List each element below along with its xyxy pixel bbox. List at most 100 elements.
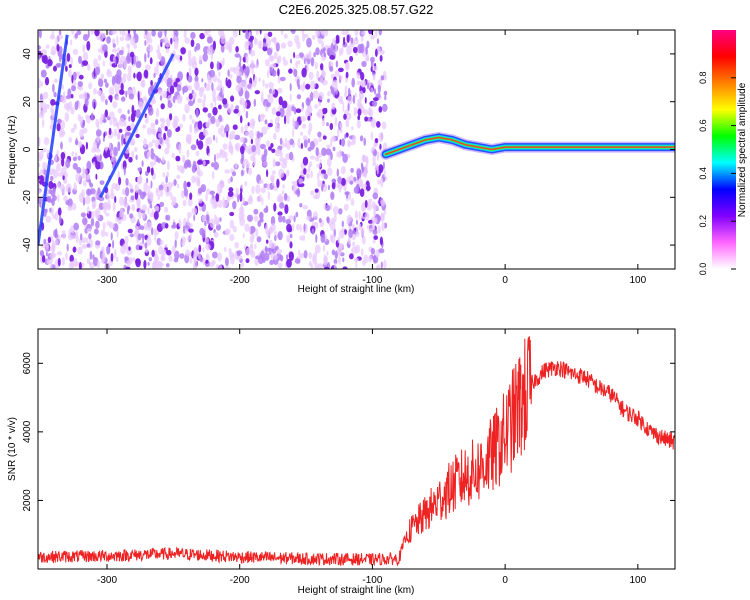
heatmap-cell xyxy=(370,66,373,72)
heatmap-cell xyxy=(347,103,350,112)
colorbar-tick-label: 0.0 xyxy=(698,263,708,276)
heatmap-cell xyxy=(276,248,283,255)
heatmap-cell xyxy=(322,79,328,86)
heatmap-cell xyxy=(82,60,89,66)
heatmap-cell xyxy=(361,162,363,169)
heatmap-cell xyxy=(116,95,120,101)
heatmap-cell xyxy=(222,57,225,66)
heatmap-cell xyxy=(83,168,87,175)
heatmap-cell xyxy=(229,211,235,217)
heatmap-cell xyxy=(122,188,125,195)
heatmap-cell xyxy=(344,229,347,235)
heatmap-cell xyxy=(85,114,90,120)
heatmap-cell xyxy=(61,157,65,167)
heatmap-cell xyxy=(143,259,147,269)
heatmap-cell xyxy=(110,232,113,241)
heatmap-cell xyxy=(283,33,288,39)
heatmap-cell xyxy=(50,118,54,125)
heatmap-cell xyxy=(38,175,44,180)
heatmap-cell xyxy=(140,233,145,239)
heatmap-cell xyxy=(81,262,85,268)
heatmap-cell xyxy=(222,143,228,151)
heatmap-cell xyxy=(370,247,375,255)
heatmap-cell xyxy=(60,152,66,160)
heatmap-cell xyxy=(108,111,115,119)
heatmap-cell xyxy=(373,88,377,95)
heatmap-cell xyxy=(146,151,149,161)
heatmap-cell xyxy=(121,30,126,37)
heatmap-cell xyxy=(364,97,367,104)
heatmap-cell xyxy=(317,171,320,182)
heatmap-cell xyxy=(114,74,119,84)
heatmap-cell xyxy=(254,243,257,250)
heatmap-cell xyxy=(39,112,42,119)
heatmap-cell xyxy=(44,243,50,253)
heatmap-cell xyxy=(268,247,272,255)
heatmap-cell xyxy=(343,36,346,46)
heatmap-cell xyxy=(183,30,187,39)
heatmap-cell xyxy=(197,198,203,204)
heatmap-cell xyxy=(347,95,353,105)
heatmap-cell xyxy=(318,137,322,143)
heatmap-cell xyxy=(333,82,338,92)
heatmap-cell xyxy=(372,161,377,167)
heatmap-cell xyxy=(372,74,376,81)
heatmap-cell xyxy=(163,132,167,141)
heatmap-cell xyxy=(363,169,368,179)
heatmap-cell xyxy=(96,154,100,162)
snr-x-tick-label: -200 xyxy=(230,575,250,586)
heatmap-cell xyxy=(272,180,275,187)
heatmap-cell xyxy=(174,250,180,260)
heatmap-cell xyxy=(295,211,299,218)
heatmap-cell xyxy=(166,263,170,268)
heatmap-cell xyxy=(280,30,284,36)
heatmap-cell xyxy=(268,81,274,89)
heatmap-cell xyxy=(372,155,376,163)
heatmap-cell xyxy=(159,201,165,208)
heatmap-cell xyxy=(191,207,198,215)
heatmap-cell xyxy=(345,132,349,138)
heatmap-cell xyxy=(284,138,288,143)
heatmap-cell xyxy=(58,34,63,40)
heatmap-cell xyxy=(251,144,256,153)
heatmap-cell xyxy=(324,257,328,262)
heatmap-cell xyxy=(277,231,283,241)
heatmap-cell xyxy=(90,217,95,227)
heatmap-cell xyxy=(208,152,211,158)
heatmap-cell xyxy=(100,161,104,170)
heatmap-cell xyxy=(95,173,98,180)
heatmap-cell xyxy=(249,41,254,49)
heatmap-cell xyxy=(82,91,88,101)
heatmap-cell xyxy=(341,220,344,228)
heatmap-cell xyxy=(313,52,316,58)
heatmap-cell xyxy=(282,215,286,223)
heatmap-cell xyxy=(123,120,127,128)
heatmap-cell xyxy=(116,132,121,141)
heatmap-cell xyxy=(158,262,164,267)
heatmap-cell xyxy=(324,52,326,58)
heatmap-cell xyxy=(38,78,42,89)
heatmap-cell xyxy=(180,47,186,55)
heatmap-cell xyxy=(383,90,388,96)
heatmap-cell xyxy=(164,136,170,145)
heatmap-cell xyxy=(125,131,132,136)
heatmap-cell xyxy=(97,78,104,87)
heatmap-signal-trace xyxy=(384,136,675,156)
heatmap-cell xyxy=(331,178,337,183)
heatmap-cell xyxy=(380,213,385,221)
heatmap-cell xyxy=(244,124,249,131)
heatmap-cell xyxy=(339,129,343,134)
heatmap-cell xyxy=(312,211,318,219)
heatmap-cell xyxy=(207,112,212,118)
heatmap-cell xyxy=(217,127,223,135)
heatmap-cell xyxy=(229,233,235,242)
heatmap-cell xyxy=(375,30,378,38)
heatmap-cell xyxy=(305,109,311,117)
heatmap-cell xyxy=(169,113,173,121)
heatmap-cell xyxy=(220,149,223,154)
heatmap-cell xyxy=(103,132,106,139)
heatmap-cell xyxy=(301,106,304,112)
heatmap-cell xyxy=(135,55,139,63)
heatmap-cell xyxy=(166,77,173,85)
